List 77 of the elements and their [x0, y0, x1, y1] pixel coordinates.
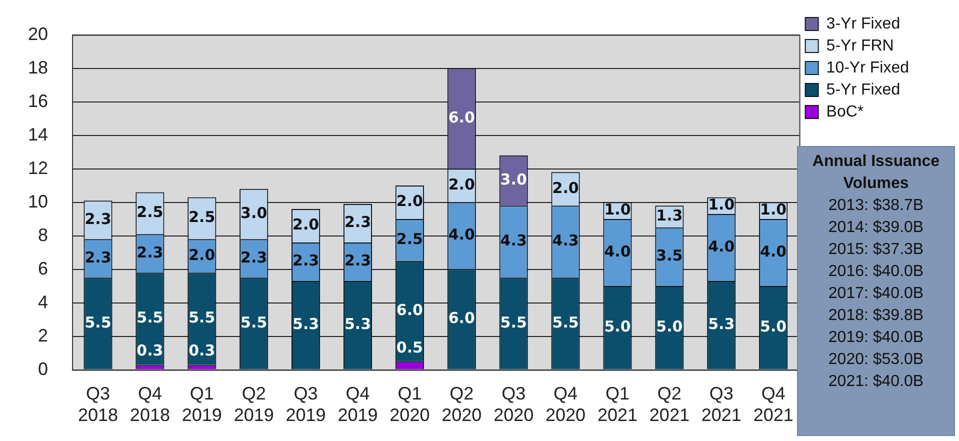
data-label: 2.0: [552, 178, 579, 197]
data-label: 2.5: [188, 208, 216, 226]
data-label: 5.3: [292, 315, 320, 334]
y-tick-label: 14: [28, 124, 48, 144]
y-tick-label: 6: [38, 258, 48, 278]
y-tick-label: 12: [28, 158, 48, 178]
data-label: 5.5: [552, 313, 579, 332]
x-tick-label: Q2 2020: [442, 384, 482, 426]
info-box: Annual Issuance Volumes 2013: $38.7B 2014: $39.0B 2015: $37.3B 2016: $40.0B 2017: $40.0B 2018: $39.8B 2019: $40.0B 2020: $53.0B 2021: $40.0B: [797, 146, 955, 436]
data-label: 5.5: [500, 313, 527, 332]
legend-label: 5-Yr FRN: [826, 37, 894, 54]
data-label: 5.5: [240, 313, 268, 332]
data-label: 2.3: [84, 210, 112, 228]
legend-label: BoC*: [826, 103, 864, 120]
data-label: 5.0: [656, 318, 683, 336]
data-label: 4.0: [604, 242, 631, 260]
data-label: 1.0: [708, 196, 735, 214]
x-tick-label: Q4 2018: [130, 384, 170, 426]
data-label: 2.3: [292, 252, 320, 270]
x-tick-label: Q3 2019: [286, 384, 326, 426]
data-label: 0.3: [136, 342, 164, 360]
data-label: 2.3: [240, 248, 268, 266]
x-tick-label: Q1 2019: [182, 384, 222, 426]
y-tick-label: 4: [38, 292, 48, 312]
data-label: 4.3: [500, 232, 527, 250]
legend-label: 10-Yr Fixed: [826, 59, 910, 76]
data-label: 4.0: [448, 226, 475, 244]
x-tick-label: Q4 2021: [753, 384, 794, 426]
y-tick-label: 16: [28, 90, 48, 111]
data-label: 1.0: [760, 200, 787, 219]
x-tick-label: Q3 2021: [701, 384, 742, 426]
y-tick-label: 18: [28, 57, 48, 78]
data-label: 5.3: [344, 315, 372, 334]
data-label: 5.0: [604, 318, 631, 336]
data-label: 3.0: [500, 170, 527, 188]
data-label: 6.0: [448, 108, 475, 126]
data-label: 5.0: [760, 318, 787, 336]
data-label: 2.5: [136, 203, 164, 222]
data-label: 1.3: [656, 206, 683, 224]
x-tick-label: Q4 2020: [546, 384, 586, 426]
data-label: 0.3: [188, 342, 216, 360]
y-tick-label: 10: [28, 191, 48, 212]
y-tick-label: 0: [38, 358, 48, 379]
y-tick-label: 2: [38, 325, 48, 346]
data-label: 0.5: [396, 338, 423, 356]
data-label: 2.3: [344, 252, 372, 270]
y-tick-label: 8: [38, 224, 48, 245]
y-tick-label: 20: [28, 24, 48, 44]
data-label: 2.3: [344, 213, 372, 232]
data-label: 3.5: [656, 246, 683, 265]
x-tick-label: Q3 2020: [494, 384, 534, 426]
data-label: 5.5: [188, 308, 216, 327]
x-tick-label: Q2 2019: [234, 384, 274, 426]
data-label: 2.0: [396, 192, 423, 210]
data-label: 2.0: [448, 175, 475, 194]
data-label: 1.0: [604, 200, 631, 219]
data-label: 5.5: [84, 313, 112, 332]
data-label: 6.0: [448, 309, 475, 328]
x-tick-label: Q1 2020: [390, 384, 430, 426]
data-label: 2.0: [292, 216, 320, 234]
data-label: 2.3: [84, 248, 112, 266]
x-tick-label: Q1 2021: [597, 384, 638, 426]
legend-label: 5-Yr Fixed: [826, 81, 900, 98]
data-label: 2.5: [396, 230, 423, 248]
x-tick-label: Q2 2021: [649, 384, 690, 426]
x-tick-label: Q3 2018: [78, 384, 118, 426]
data-label: 5.3: [708, 315, 735, 334]
data-label: 4.0: [708, 237, 735, 256]
data-label: 2.3: [136, 243, 164, 262]
data-label: 5.5: [136, 308, 164, 327]
x-tick-label: Q4 2019: [338, 384, 378, 426]
data-label: 4.0: [760, 242, 787, 260]
data-label: 2.0: [188, 246, 216, 264]
data-label: 3.0: [240, 204, 268, 222]
legend-label: 3-Yr Fixed: [826, 15, 900, 32]
data-label: 6.0: [396, 301, 423, 320]
data-label: 4.3: [552, 232, 579, 250]
